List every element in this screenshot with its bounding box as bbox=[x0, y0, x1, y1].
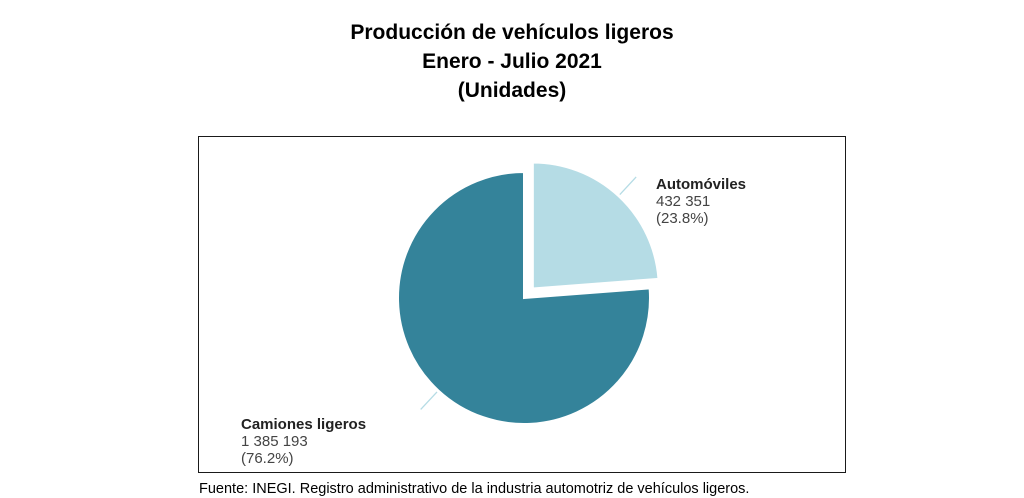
slice-label-automoviles: Automóviles 432 351 (23.8%) bbox=[656, 176, 746, 227]
chart-title-line-2: Enero - Julio 2021 bbox=[422, 50, 602, 73]
slice-label-camiones-value: 1 385 193 bbox=[241, 433, 308, 450]
chart-title: Producción de vehículos ligeros Enero - … bbox=[0, 18, 1024, 105]
slice-label-camiones-percent: (76.2%) bbox=[241, 450, 294, 467]
slice-label-automoviles-percent: (23.8%) bbox=[656, 210, 709, 227]
slice-label-camiones-ligeros: Camiones ligeros 1 385 193 (76.2%) bbox=[241, 416, 366, 467]
chart-title-line-3: (Unidades) bbox=[457, 79, 567, 102]
leader-line-camiones-ligeros bbox=[420, 391, 438, 410]
slice-label-automoviles-value: 432 351 bbox=[656, 193, 711, 210]
slice-label-camiones-name: Camiones ligeros bbox=[241, 416, 367, 433]
pie-slice-automoviles bbox=[531, 161, 660, 290]
pie-slice-camiones-ligeros bbox=[397, 170, 651, 425]
pie-chart bbox=[397, 161, 660, 425]
leader-line-automoviles bbox=[619, 176, 637, 196]
chart-title-line-1: Producción de vehículos ligeros bbox=[350, 21, 674, 44]
source-note: Fuente: INEGI. Registro administrativo d… bbox=[199, 481, 750, 497]
chart-frame bbox=[198, 136, 846, 473]
slice-label-automoviles-name: Automóviles bbox=[656, 176, 747, 193]
